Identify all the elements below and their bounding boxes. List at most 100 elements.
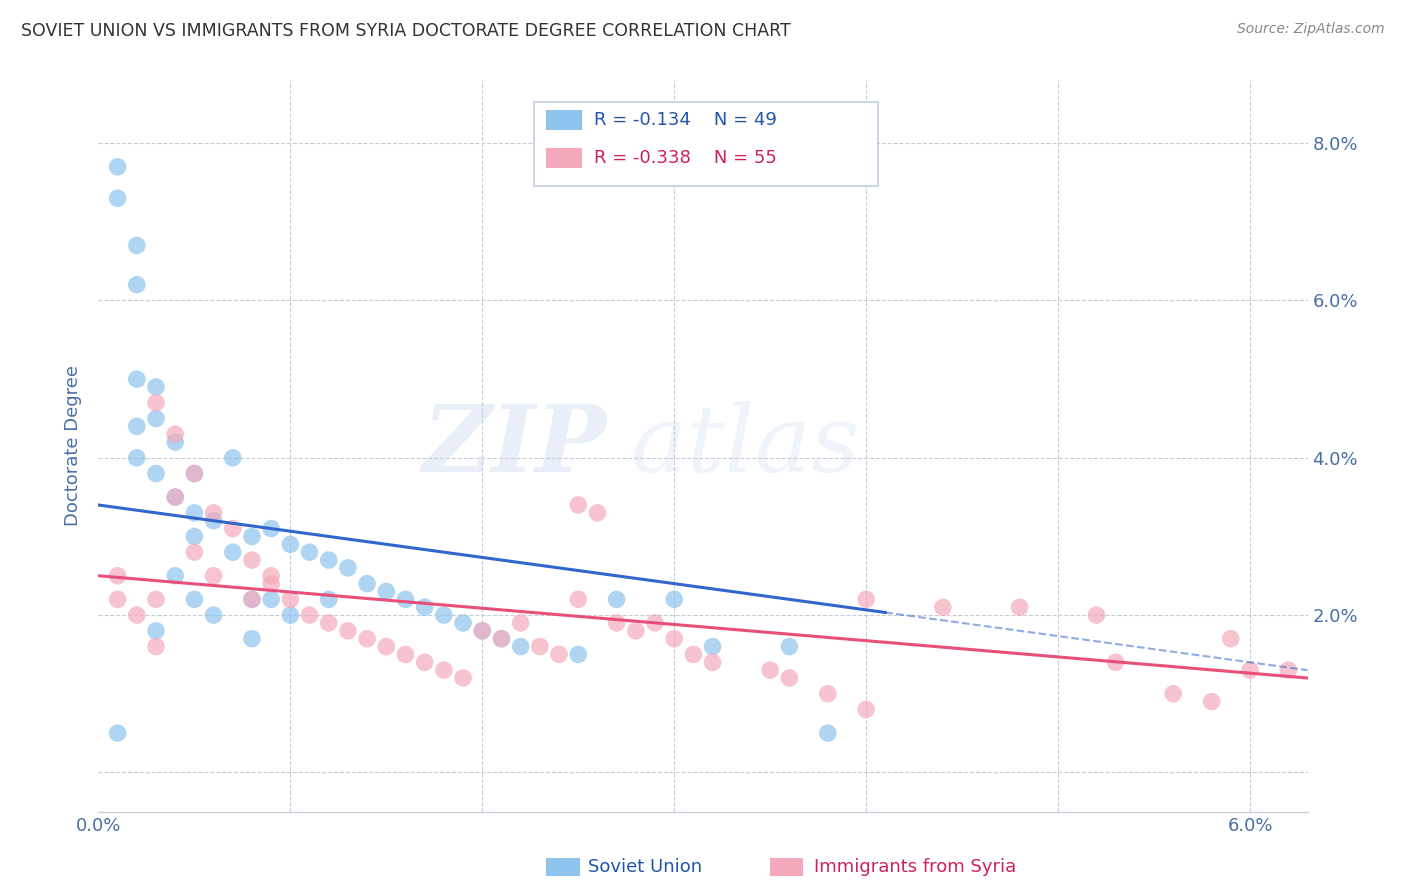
- Point: [183, 467, 205, 481]
- Point: [451, 615, 474, 630]
- Point: [375, 640, 398, 654]
- Point: [318, 553, 340, 567]
- Point: [125, 608, 148, 623]
- Point: [702, 655, 724, 669]
- Point: [413, 655, 436, 669]
- Point: [451, 671, 474, 685]
- Point: [318, 615, 340, 630]
- Point: [125, 238, 148, 252]
- Point: [1239, 663, 1261, 677]
- Point: [1277, 663, 1299, 677]
- Point: [145, 624, 167, 638]
- Point: [606, 615, 628, 630]
- FancyBboxPatch shape: [546, 147, 582, 168]
- Point: [145, 396, 167, 410]
- Point: [664, 632, 686, 646]
- Point: [817, 726, 839, 740]
- Text: Source: ZipAtlas.com: Source: ZipAtlas.com: [1237, 22, 1385, 37]
- Point: [298, 608, 321, 623]
- Point: [240, 592, 263, 607]
- Point: [817, 687, 839, 701]
- Point: [107, 191, 129, 205]
- Point: [855, 592, 877, 607]
- Point: [471, 624, 494, 638]
- Point: [183, 529, 205, 543]
- Point: [586, 506, 609, 520]
- Point: [145, 592, 167, 607]
- FancyBboxPatch shape: [546, 858, 579, 876]
- Point: [145, 411, 167, 425]
- Point: [318, 592, 340, 607]
- Point: [1085, 608, 1108, 623]
- Point: [1104, 655, 1126, 669]
- Point: [336, 624, 359, 638]
- FancyBboxPatch shape: [546, 110, 582, 130]
- Point: [107, 726, 129, 740]
- FancyBboxPatch shape: [534, 103, 879, 186]
- Point: [491, 632, 513, 646]
- Point: [107, 160, 129, 174]
- Point: [778, 671, 800, 685]
- Text: Soviet Union: Soviet Union: [588, 857, 702, 876]
- Point: [567, 498, 589, 512]
- Point: [202, 514, 225, 528]
- Point: [509, 640, 531, 654]
- Point: [202, 506, 225, 520]
- Point: [298, 545, 321, 559]
- Point: [509, 615, 531, 630]
- Point: [624, 624, 647, 638]
- Point: [433, 608, 456, 623]
- Point: [183, 467, 205, 481]
- Point: [165, 435, 187, 450]
- Point: [375, 584, 398, 599]
- Point: [606, 592, 628, 607]
- Point: [778, 640, 800, 654]
- Point: [165, 490, 187, 504]
- Text: ZIP: ZIP: [422, 401, 606, 491]
- Point: [336, 561, 359, 575]
- Point: [932, 600, 955, 615]
- Point: [107, 568, 129, 582]
- Point: [413, 600, 436, 615]
- Point: [202, 608, 225, 623]
- Point: [260, 592, 283, 607]
- Y-axis label: Doctorate Degree: Doctorate Degree: [65, 366, 83, 526]
- Point: [356, 632, 378, 646]
- Point: [664, 592, 686, 607]
- Point: [682, 648, 704, 662]
- Point: [644, 615, 666, 630]
- Point: [202, 568, 225, 582]
- Point: [280, 537, 302, 551]
- Point: [165, 568, 187, 582]
- Point: [183, 592, 205, 607]
- Point: [394, 648, 416, 662]
- Point: [471, 624, 494, 638]
- Point: [548, 648, 571, 662]
- Point: [222, 522, 245, 536]
- Point: [222, 545, 245, 559]
- Text: Immigrants from Syria: Immigrants from Syria: [814, 857, 1017, 876]
- Point: [125, 419, 148, 434]
- Point: [145, 380, 167, 394]
- Point: [240, 553, 263, 567]
- Point: [759, 663, 782, 677]
- Point: [165, 490, 187, 504]
- Point: [433, 663, 456, 677]
- Point: [356, 576, 378, 591]
- Point: [183, 545, 205, 559]
- Point: [222, 450, 245, 465]
- Point: [702, 640, 724, 654]
- Point: [260, 522, 283, 536]
- Point: [280, 608, 302, 623]
- Text: SOVIET UNION VS IMMIGRANTS FROM SYRIA DOCTORATE DEGREE CORRELATION CHART: SOVIET UNION VS IMMIGRANTS FROM SYRIA DO…: [21, 22, 790, 40]
- Point: [107, 592, 129, 607]
- Point: [125, 277, 148, 292]
- Point: [567, 592, 589, 607]
- Point: [145, 640, 167, 654]
- Point: [529, 640, 551, 654]
- Point: [280, 592, 302, 607]
- Point: [855, 702, 877, 716]
- Point: [491, 632, 513, 646]
- Point: [183, 506, 205, 520]
- Text: R = -0.134    N = 49: R = -0.134 N = 49: [595, 111, 778, 128]
